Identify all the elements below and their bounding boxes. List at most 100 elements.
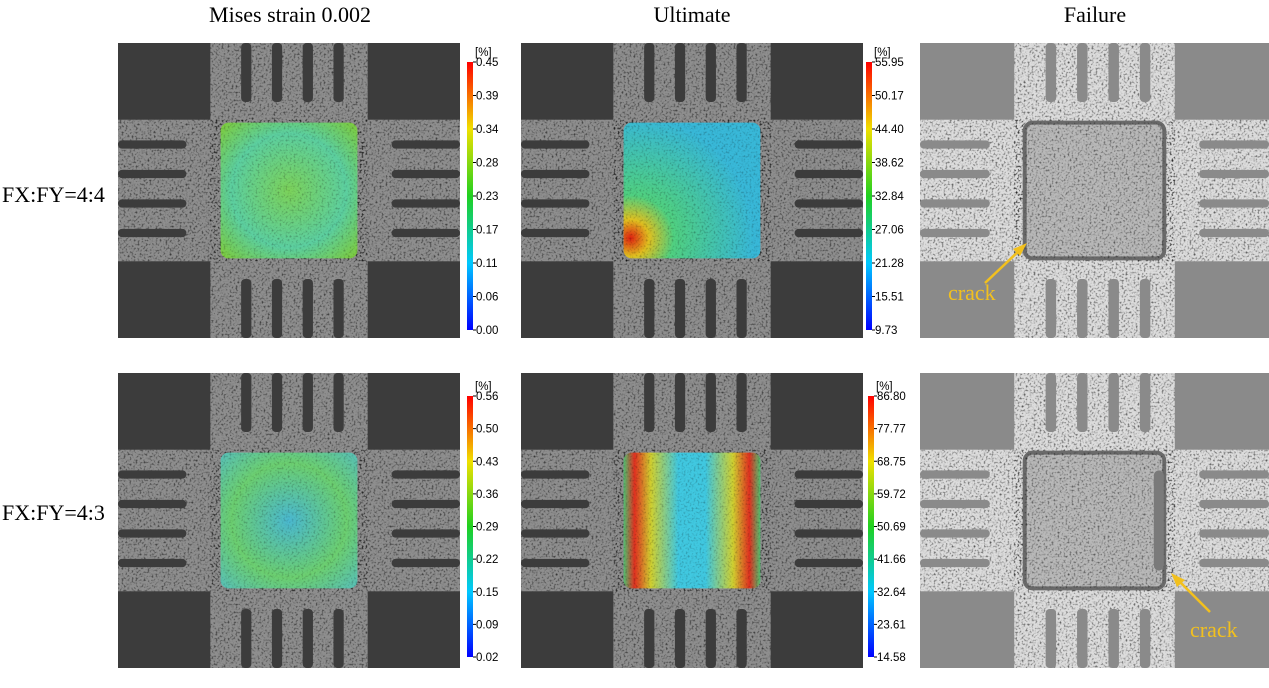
slot [118, 558, 187, 568]
slot [333, 609, 344, 668]
colorbar-tick-label: 0.11 [476, 258, 498, 270]
slot [644, 373, 655, 432]
specimen-image [920, 373, 1269, 668]
colorbar-tick-label: 50.17 [875, 91, 904, 103]
slot [1139, 43, 1151, 102]
slot [1108, 373, 1119, 432]
slot [333, 373, 344, 432]
slot [674, 609, 686, 668]
slot [118, 228, 187, 238]
slot [302, 279, 313, 338]
row-label: FX:FY=4:3 [2, 500, 105, 525]
slot [118, 199, 187, 208]
slot [705, 373, 716, 432]
colorbar-tick-label: 44.40 [875, 124, 904, 136]
row-label: FX:FY=4:4 [2, 182, 105, 207]
colorbar-unit: [%] [475, 381, 492, 393]
speckle [623, 452, 761, 589]
slot [271, 609, 283, 668]
slot [241, 373, 252, 432]
slot [241, 43, 252, 102]
panels [118, 43, 1269, 668]
slot [920, 199, 990, 208]
slot [391, 140, 460, 149]
arrow-head [1171, 573, 1185, 587]
slot [521, 529, 590, 538]
slot [1108, 43, 1119, 102]
slot [794, 228, 863, 238]
slot [118, 169, 187, 179]
colorbar: [%]86.80 77.77 68.75 59.72 50.69 41.66 32.64 23… [868, 381, 906, 664]
colorbar-tick-label: 9.73 [875, 325, 897, 337]
colorbar-tick-label: 0.36 [476, 489, 498, 501]
colorbar-tick-label: 21.28 [875, 258, 904, 270]
slot [1199, 140, 1269, 149]
slot [271, 279, 283, 338]
colorbar-tick-label: 0.17 [476, 225, 498, 237]
column-title: Failure [1064, 2, 1126, 27]
slot [1199, 470, 1269, 479]
colorbar-tick-label: 27.06 [875, 225, 904, 237]
colorbar-ramp [467, 396, 473, 657]
annotations: crack crack [948, 243, 1238, 642]
slot [705, 43, 716, 102]
column-titles: Mises strain 0.002 Ultimate Failure [209, 2, 1126, 27]
slot [271, 373, 283, 432]
colorbar-tick-label: 0.45 [476, 57, 498, 69]
slot [644, 279, 655, 338]
slot [705, 609, 716, 668]
slot [241, 279, 252, 338]
colorbar-tick-label: 38.62 [875, 158, 904, 170]
slot [333, 279, 344, 338]
slot [391, 199, 460, 208]
colorbar-unit: [%] [874, 47, 891, 59]
colorbar-tick-label: 14.58 [877, 652, 906, 664]
colorbar-ramp [866, 62, 872, 330]
colorbar-tick-label: 0.15 [476, 587, 498, 599]
colorbar-tick-label: 0.22 [476, 554, 498, 566]
slot [1199, 529, 1269, 538]
slot [521, 228, 590, 238]
slot [920, 558, 990, 568]
speckle [220, 452, 358, 589]
slot [271, 43, 283, 102]
crack-label: crack [1190, 617, 1238, 642]
slot [1199, 199, 1269, 208]
slot [1139, 609, 1151, 668]
slot [920, 228, 990, 238]
slot [794, 199, 863, 208]
colorbar: [%]55.95 50.17 44.40 38.62 32.84 27.06 21.28 15… [866, 47, 904, 337]
slot [1108, 279, 1119, 338]
colorbar-ramp [868, 396, 874, 657]
slot [118, 470, 187, 479]
colorbar-tick-label: 0.28 [476, 158, 498, 170]
slot [794, 470, 863, 479]
colorbar-tick-label: 68.75 [877, 456, 906, 468]
slot [674, 279, 686, 338]
slot [1077, 43, 1088, 102]
colorbar-tick-label: 0.39 [476, 91, 498, 103]
colorbar-tick-label: 0.56 [476, 391, 498, 403]
crack-label: crack [948, 280, 996, 305]
colorbar-unit: [%] [876, 381, 893, 393]
colorbar-tick-label: 32.64 [877, 587, 906, 599]
slot [391, 228, 460, 238]
slot [794, 529, 863, 538]
colorbar-tick-label: 0.50 [476, 424, 498, 436]
crack-gap [1153, 470, 1164, 571]
slot [1139, 279, 1151, 338]
colorbar-tick-label: 23.61 [877, 619, 906, 631]
column-title: Mises strain 0.002 [209, 2, 371, 27]
slot [521, 558, 590, 568]
slot [1199, 558, 1269, 568]
slot [920, 499, 990, 509]
slot [391, 169, 460, 179]
slot [736, 373, 747, 432]
slot [644, 43, 655, 102]
colorbar-tick-label: 0.00 [476, 325, 498, 337]
slot [705, 279, 716, 338]
colorbar-tick-label: 15.51 [875, 292, 904, 304]
arrow [1175, 577, 1211, 613]
specimen-image [920, 43, 1269, 338]
